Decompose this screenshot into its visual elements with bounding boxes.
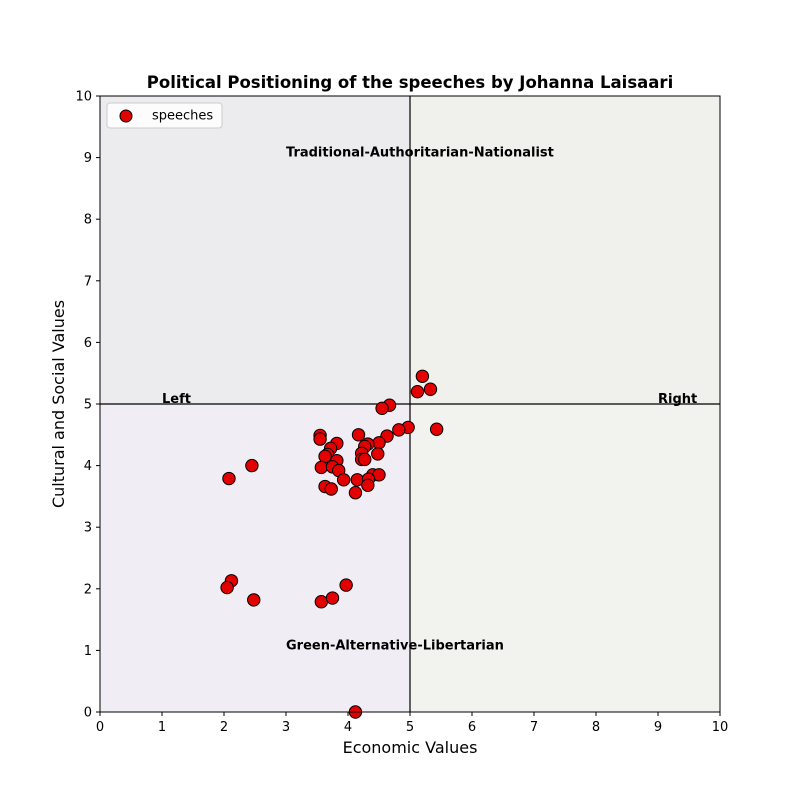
x-tick-label: 5 xyxy=(406,720,414,735)
x-tick-label: 4 xyxy=(344,720,352,735)
quadrant-backgrounds xyxy=(100,96,720,712)
quadrant-top-left xyxy=(100,96,410,404)
data-points xyxy=(220,369,444,719)
data-point xyxy=(410,384,425,399)
x-tick-label: 7 xyxy=(530,720,538,735)
y-tick-label: 6 xyxy=(84,336,92,351)
data-point xyxy=(314,460,329,475)
quadrant-bottom-right xyxy=(410,404,720,712)
data-point xyxy=(245,458,259,473)
x-tick-label: 6 xyxy=(468,720,476,735)
chart-title: Political Positioning of the speeches by… xyxy=(147,73,673,92)
y-tick-label: 0 xyxy=(84,706,92,721)
y-tick-label: 9 xyxy=(84,151,92,166)
x-tick-label: 2 xyxy=(220,720,228,735)
data-point xyxy=(247,593,261,607)
quadrant-top-right xyxy=(410,96,720,404)
y-tick-label: 3 xyxy=(84,521,92,536)
data-point xyxy=(313,432,327,446)
y-tick-label: 8 xyxy=(84,213,92,228)
x-axis-label: Economic Values xyxy=(343,738,478,757)
data-point xyxy=(324,482,338,496)
data-point xyxy=(372,436,386,450)
y-tick-label: 4 xyxy=(84,459,92,474)
annotation-label: Green-Alternative-Libertarian xyxy=(286,638,504,653)
data-point xyxy=(336,473,351,487)
center-lines xyxy=(100,96,720,712)
data-point xyxy=(375,401,389,416)
annotation-label: Traditional-Authoritarian-Nationalist xyxy=(286,146,554,161)
x-tick-label: 1 xyxy=(158,720,166,735)
data-point xyxy=(220,580,234,595)
x-tick-label: 10 xyxy=(712,720,729,735)
data-point xyxy=(423,382,438,396)
legend-box xyxy=(106,102,223,129)
annotation-label: Right xyxy=(658,392,697,407)
x-axis: 0 1 2 3 4 5 6 7 8 9 10 xyxy=(96,712,728,735)
y-tick-label: 10 xyxy=(75,90,92,105)
x-tick-label: 9 xyxy=(654,720,662,735)
x-tick-label: 3 xyxy=(282,720,290,735)
y-tick-label: 1 xyxy=(84,644,92,659)
data-point xyxy=(222,471,236,486)
y-axis: 0 1 2 3 4 5 6 7 8 9 10 xyxy=(75,90,100,721)
legend-label: speeches xyxy=(152,109,213,124)
data-point xyxy=(358,452,372,467)
data-point xyxy=(339,578,353,592)
data-point xyxy=(361,478,375,493)
quadrant-annotations: Traditional-Authoritarian-Nationalist Gre… xyxy=(162,146,697,654)
data-point xyxy=(314,595,329,609)
data-point xyxy=(415,369,430,383)
x-tick-label: 0 xyxy=(96,720,104,735)
annotation-label: Left xyxy=(162,392,191,407)
data-point xyxy=(392,423,406,437)
data-point xyxy=(351,428,366,442)
y-tick-label: 2 xyxy=(84,582,92,597)
legend-marker xyxy=(119,109,133,123)
data-point xyxy=(371,447,385,461)
x-tick-label: 8 xyxy=(592,720,600,735)
data-point xyxy=(348,486,363,500)
y-axis-label: Cultural and Social Values xyxy=(49,300,68,508)
y-tick-label: 7 xyxy=(84,274,92,289)
data-point xyxy=(429,422,444,436)
data-point xyxy=(318,449,332,464)
legend: speeches xyxy=(106,102,223,129)
y-tick-label: 5 xyxy=(84,398,92,413)
data-point xyxy=(325,591,340,605)
